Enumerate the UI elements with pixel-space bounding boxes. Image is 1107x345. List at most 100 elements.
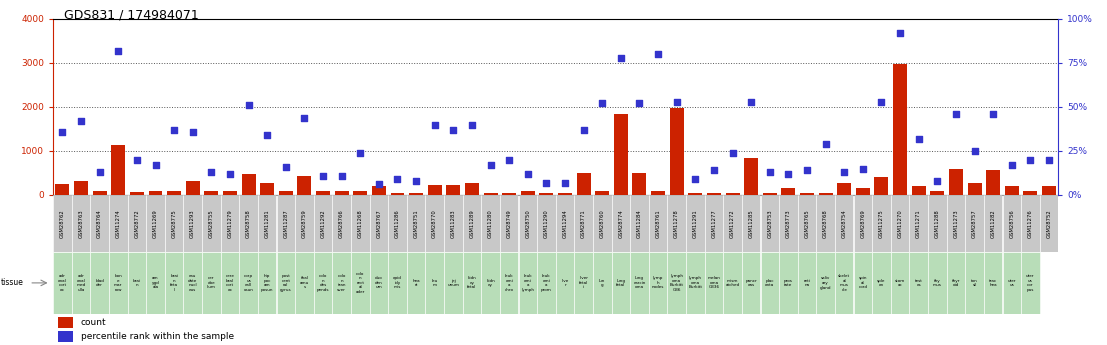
Text: GSM11289: GSM11289: [469, 209, 475, 238]
Text: hea
rt: hea rt: [412, 279, 420, 287]
Bar: [837, 183, 851, 195]
Bar: [556, 195, 575, 252]
Text: test
es: test es: [914, 279, 922, 287]
Point: [538, 180, 556, 185]
Text: am
ygd
ala: am ygd ala: [152, 276, 159, 289]
Bar: [575, 195, 593, 252]
Bar: [614, 114, 628, 195]
Bar: [332, 195, 351, 252]
Bar: [782, 188, 795, 195]
Text: GSM28754: GSM28754: [841, 209, 847, 238]
Point: [556, 180, 573, 185]
Text: brai
n: brai n: [133, 279, 141, 287]
Point: [296, 115, 313, 120]
Text: GSM11287: GSM11287: [283, 209, 288, 238]
Text: GSM11283: GSM11283: [451, 209, 456, 238]
Bar: [611, 195, 630, 252]
Bar: [630, 195, 649, 252]
Text: GSM11274: GSM11274: [116, 209, 121, 238]
Bar: [910, 195, 928, 252]
Text: GSM28753: GSM28753: [767, 209, 773, 238]
Text: GSM28766: GSM28766: [339, 209, 344, 238]
Bar: [891, 195, 909, 252]
Text: plac
enta: plac enta: [765, 279, 775, 287]
Bar: [425, 195, 444, 252]
Text: GSM11285: GSM11285: [748, 209, 754, 238]
Text: percentile rank within the sample: percentile rank within the sample: [81, 332, 234, 341]
Text: GSM28758: GSM28758: [246, 209, 251, 238]
Bar: [351, 195, 370, 252]
Bar: [74, 181, 89, 195]
Point: [333, 173, 351, 178]
Text: GSM28774: GSM28774: [619, 209, 623, 238]
Bar: [875, 177, 889, 195]
Bar: [705, 195, 723, 252]
Point: [165, 127, 183, 132]
Point: [500, 157, 518, 162]
Point: [779, 171, 797, 177]
Point: [445, 127, 463, 132]
Text: lung
fetal: lung fetal: [617, 279, 625, 287]
Text: GSM11282: GSM11282: [991, 209, 995, 238]
Text: liver
fetal
i: liver fetal i: [579, 276, 588, 289]
Text: GSM28756: GSM28756: [1010, 209, 1014, 238]
Text: GSM28775: GSM28775: [172, 209, 177, 238]
Text: leuk
emi
a
lymph: leuk emi a lymph: [521, 274, 535, 292]
Text: GSM11268: GSM11268: [358, 209, 363, 238]
Text: melan
oma
G336: melan oma G336: [707, 276, 721, 289]
Text: count: count: [81, 318, 106, 327]
Text: mism
atched: mism atched: [725, 279, 739, 287]
Bar: [668, 252, 686, 314]
Text: GDS831 / 174984071: GDS831 / 174984071: [64, 9, 199, 22]
Text: GSM28770: GSM28770: [432, 209, 437, 238]
Bar: [334, 191, 349, 195]
Text: GSM28760: GSM28760: [600, 209, 604, 238]
Bar: [313, 195, 332, 252]
Text: skelet
al
mus
cle: skelet al mus cle: [838, 274, 850, 292]
Bar: [279, 191, 292, 195]
Bar: [317, 191, 330, 195]
Text: GSM11279: GSM11279: [227, 209, 232, 238]
Text: corp
us
call
osun: corp us call osun: [244, 274, 254, 292]
Bar: [332, 252, 351, 314]
Text: sple
en: sple en: [877, 279, 886, 287]
Bar: [744, 158, 758, 195]
Text: leuk
emi
a
chro: leuk emi a chro: [505, 274, 514, 292]
Point: [407, 178, 425, 184]
Text: hip
poc
am
posun: hip poc am posun: [261, 274, 273, 292]
Bar: [444, 252, 463, 314]
Text: GSM28749: GSM28749: [507, 209, 511, 238]
Bar: [427, 185, 442, 195]
Bar: [872, 195, 891, 252]
Bar: [946, 195, 965, 252]
Text: GSM28761: GSM28761: [655, 209, 661, 238]
Bar: [556, 252, 575, 314]
Bar: [205, 191, 218, 195]
Bar: [389, 252, 406, 314]
Bar: [241, 174, 256, 195]
Text: GSM28771: GSM28771: [581, 209, 586, 238]
Bar: [1003, 195, 1021, 252]
Bar: [93, 191, 106, 195]
Bar: [446, 185, 461, 195]
Bar: [537, 252, 556, 314]
Text: thy
mus: thy mus: [933, 279, 942, 287]
Text: GSM28769: GSM28769: [860, 209, 866, 238]
Text: GSM28750: GSM28750: [526, 209, 530, 238]
Text: post
cent
ral
gyrus: post cent ral gyrus: [280, 274, 291, 292]
Text: GSM11276: GSM11276: [1028, 209, 1033, 238]
Bar: [539, 193, 554, 195]
Text: GSM28757: GSM28757: [972, 209, 977, 238]
Point: [110, 48, 127, 53]
Bar: [872, 252, 891, 314]
Bar: [986, 170, 1000, 195]
Point: [743, 99, 761, 105]
Text: GSM11271: GSM11271: [917, 209, 921, 238]
Text: thal
amu
s: thal amu s: [300, 276, 309, 289]
Bar: [112, 145, 125, 195]
Text: GSM28764: GSM28764: [97, 209, 102, 238]
Bar: [984, 252, 1003, 314]
Text: colo
n
tran
sver: colo n tran sver: [338, 274, 346, 292]
Point: [612, 55, 630, 60]
Bar: [482, 195, 500, 252]
